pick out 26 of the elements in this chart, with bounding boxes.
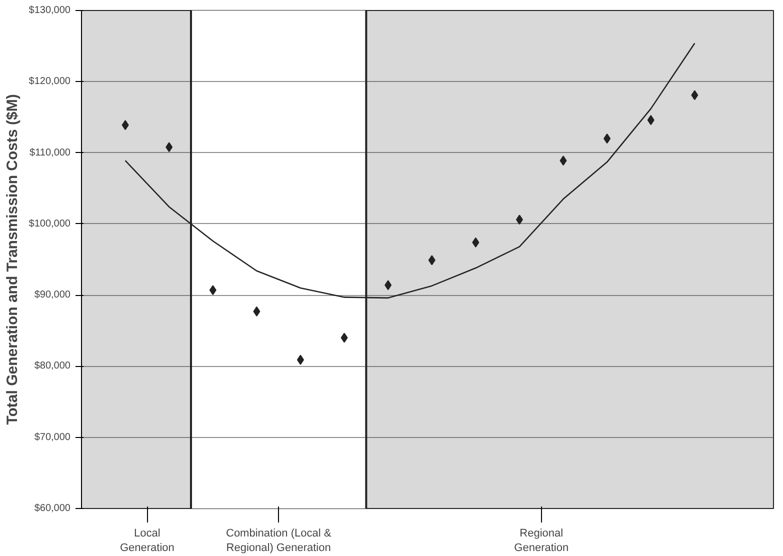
point: [691, 90, 698, 100]
point: [604, 134, 611, 144]
text: Regional Generation: [514, 528, 569, 554]
point: [560, 156, 567, 166]
point: [647, 115, 654, 126]
point: [340, 332, 348, 343]
y-tick-label: $100,000: [28, 218, 71, 230]
point: [384, 280, 392, 290]
y-tick-label: $70,000: [34, 432, 71, 443]
text: Local Generation: [120, 528, 174, 554]
y-tick-label: $120,000: [28, 76, 71, 88]
point: [516, 214, 523, 225]
point: [209, 285, 216, 296]
y-tick-label: $90,000: [34, 290, 71, 301]
y-tick-label: $130,000: [28, 5, 71, 16]
y-tick-label: $80,000: [34, 360, 71, 372]
point: [296, 354, 304, 365]
point: [253, 306, 260, 316]
point: [122, 120, 129, 130]
text: Combination (Local & Regional) Generation: [226, 528, 332, 554]
y-axis-title: Total Generation and Transmission Costs ($M): [4, 94, 21, 425]
y-tick-label: $60,000: [34, 503, 71, 514]
y-tick-label: $110,000: [30, 147, 71, 158]
point: [472, 237, 480, 248]
point: [166, 142, 173, 152]
point: [428, 255, 436, 266]
